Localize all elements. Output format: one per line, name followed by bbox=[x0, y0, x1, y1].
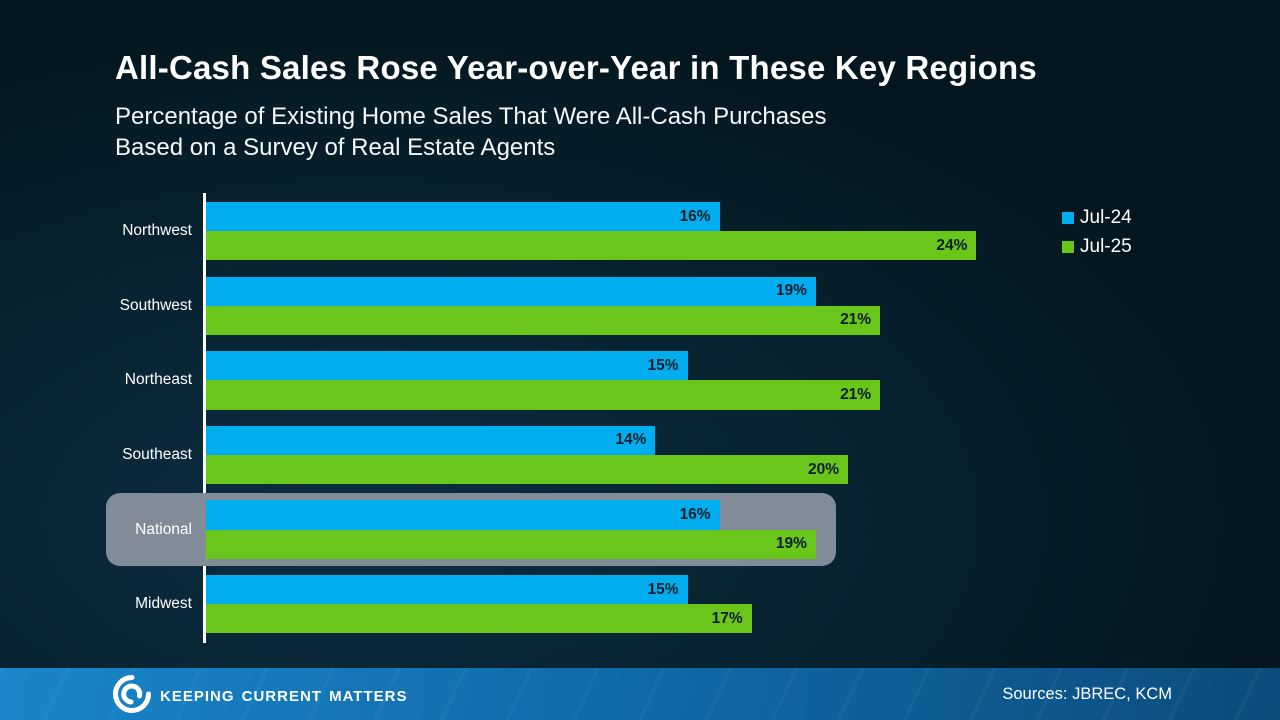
bar-jul-25-southwest: 21% bbox=[206, 305, 881, 335]
bar-jul-24-southwest: 19% bbox=[206, 276, 816, 306]
bar-jul-25-northeast: 21% bbox=[206, 380, 881, 410]
bar-jul-25-national: 19% bbox=[206, 529, 816, 559]
category-label-southeast: Southeast bbox=[122, 446, 192, 463]
chart-subtitle-line1: Percentage of Existing Home Sales That W… bbox=[115, 103, 827, 130]
footer-brand-text: Keeping Current Matters bbox=[160, 681, 408, 706]
legend-label-jul-24: Jul-24 bbox=[1080, 206, 1132, 228]
bar-jul-25-midwest: 17% bbox=[206, 604, 752, 634]
bar-jul-24-northwest: 16% bbox=[206, 202, 720, 232]
bar-jul-24-national: 16% bbox=[206, 500, 720, 530]
y-axis-line bbox=[203, 193, 206, 643]
legend-swatch-jul-24-icon bbox=[1062, 211, 1074, 224]
value-label-jul-24-southeast: 14% bbox=[615, 431, 647, 449]
value-label-jul-24-northwest: 16% bbox=[679, 207, 711, 225]
legend-swatch-jul-25-icon bbox=[1062, 240, 1074, 253]
legend: Jul-24 Jul-25 bbox=[1062, 203, 1132, 261]
category-label-northwest: Northwest bbox=[122, 222, 192, 240]
legend-item-jul-24: Jul-24 bbox=[1062, 203, 1132, 232]
sources-text: Sources: JBREC, KCM bbox=[1002, 684, 1172, 703]
category-label-midwest: Midwest bbox=[135, 595, 192, 613]
value-label-jul-25-northwest: 24% bbox=[936, 236, 968, 254]
chart-subtitle: Percentage of Existing Home Sales That W… bbox=[115, 101, 826, 163]
category-label-northeast: Northeast bbox=[124, 371, 192, 389]
category-label-southwest: Southwest bbox=[119, 296, 192, 314]
value-label-jul-25-national: 19% bbox=[775, 535, 807, 553]
bar-jul-24-northeast: 15% bbox=[206, 351, 688, 381]
bar-jul-24-midwest: 15% bbox=[206, 575, 688, 605]
bar-chart: Northwest 16% 24% Southwest 19% 21% Northeast 1… bbox=[106, 193, 1132, 643]
value-label-jul-25-southeast: 20% bbox=[807, 460, 839, 478]
chart-subtitle-line2: Based on a Survey of Real Estate Agents bbox=[115, 134, 556, 161]
bar-jul-25-northwest: 24% bbox=[206, 231, 977, 261]
legend-item-jul-25: Jul-25 bbox=[1062, 232, 1132, 261]
value-label-jul-24-northeast: 15% bbox=[647, 356, 679, 374]
value-label-jul-24-national: 16% bbox=[679, 505, 711, 523]
footer-bar: Keeping Current Matters Sources: JBREC, … bbox=[0, 668, 1280, 720]
bar-jul-24-southeast: 14% bbox=[206, 425, 656, 455]
kcm-swirl-icon bbox=[113, 675, 151, 713]
value-label-jul-24-southwest: 19% bbox=[775, 282, 807, 300]
category-label-national: National bbox=[135, 520, 192, 538]
value-label-jul-25-southwest: 21% bbox=[840, 311, 872, 329]
value-label-jul-25-midwest: 17% bbox=[711, 609, 743, 627]
chart-title: All-Cash Sales Rose Year-over-Year in Th… bbox=[115, 49, 1037, 86]
value-label-jul-24-midwest: 15% bbox=[647, 580, 679, 598]
bar-jul-25-southeast: 20% bbox=[206, 455, 848, 485]
legend-label-jul-25: Jul-25 bbox=[1080, 235, 1132, 257]
value-label-jul-25-northeast: 21% bbox=[840, 385, 872, 403]
